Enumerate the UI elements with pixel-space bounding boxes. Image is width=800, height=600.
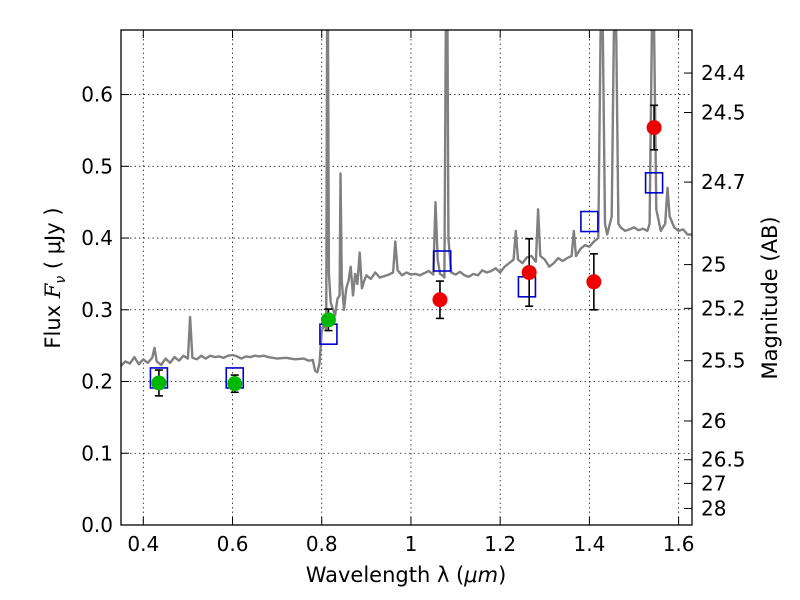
nir-point (586, 274, 602, 290)
right-tick-label: 27 (701, 471, 726, 495)
x-tick-label: 1.4 (573, 532, 605, 556)
optical-point (320, 312, 336, 328)
spectrum-line (121, 30, 692, 374)
right-tick-label: 25.2 (701, 296, 746, 320)
right-tick-label: 26 (701, 409, 726, 433)
tick-layer: 0.4 0.6 0.8 1 1.2 1.4 1.6 0.0 0.1 0.2 0.3 0.4 0.5 0.6… (81, 30, 746, 556)
grid-layer (121, 30, 692, 526)
model-square-marker (517, 276, 537, 298)
x-axis-title: Wavelength λ (μm) (306, 563, 507, 587)
nir-point (646, 120, 662, 136)
y-axis-title-right: Magnitude (AB) (758, 216, 782, 379)
optical-point (227, 376, 243, 392)
y-axis-title-left-unit: ( μJy ) (41, 207, 65, 275)
y-tick-label: 0.6 (81, 83, 113, 107)
right-tick-label: 25 (701, 253, 726, 277)
y-tick-label: 0.3 (81, 298, 113, 322)
optical-point (151, 375, 167, 391)
y-tick-label: 0.5 (81, 154, 113, 178)
nir-point (521, 264, 537, 280)
right-tick-label: 28 (701, 497, 726, 521)
x-tick-label: 0.6 (217, 532, 249, 556)
x-tick-label: 1.2 (484, 532, 516, 556)
y-tick-label: 0.4 (81, 226, 113, 250)
y-axis-title-left-prefix: Flux (41, 298, 65, 348)
right-tick-label: 25.5 (701, 349, 746, 373)
y-axis-title-left-sub: ν (53, 276, 69, 284)
y-tick-label: 0.2 (81, 370, 113, 394)
y-axis-title-left: Flux Fν ( μJy ) (41, 207, 69, 348)
plot-frame (120, 29, 693, 526)
plot-clipped-group (121, 30, 692, 397)
x-tick-label: 1 (405, 532, 418, 556)
y-tick-label: 0.0 (81, 513, 113, 537)
x-axis-title-suffix: ) (498, 563, 506, 587)
right-tick-label: 24.7 (701, 170, 746, 194)
nir-point (432, 292, 448, 308)
model-square-marker (580, 210, 599, 233)
x-tick-label: 0.4 (127, 532, 159, 556)
plot-area (121, 30, 692, 397)
y-tick-label: 0.1 (81, 441, 113, 465)
x-axis-title-unit: μm (463, 563, 498, 587)
x-tick-label: 1.6 (663, 532, 695, 556)
x-axis-title-prefix: Wavelength λ ( (306, 563, 465, 587)
model-square-marker (644, 172, 664, 194)
right-tick-label: 24.4 (701, 61, 746, 85)
y-axis-title-left-var: F (41, 282, 65, 299)
model-square-marker (432, 250, 452, 272)
x-tick-label: 0.8 (306, 532, 338, 556)
right-tick-label: 24.5 (701, 101, 746, 125)
right-tick-label: 26.5 (701, 448, 746, 472)
